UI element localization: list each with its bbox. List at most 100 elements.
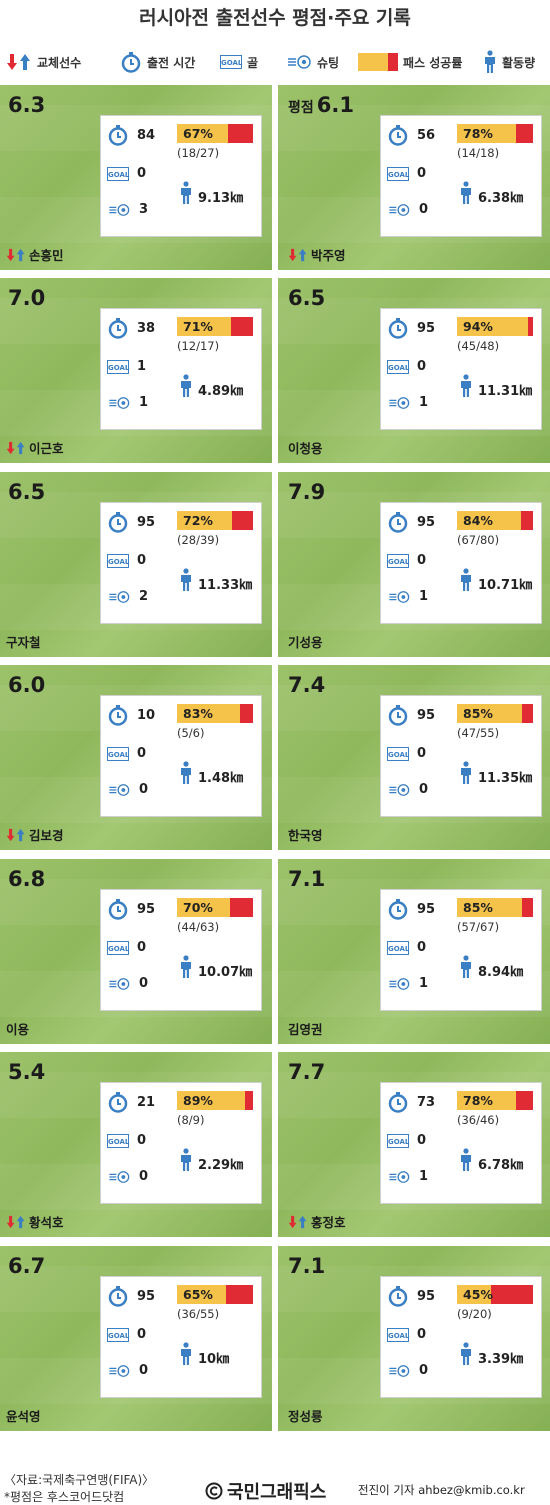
player-name-row: 윤석영 xyxy=(6,1406,41,1425)
stopwatch-icon xyxy=(108,125,128,146)
distance-value: 6.78㎞ xyxy=(478,1158,524,1173)
pass-rate-bar: 85% xyxy=(457,898,533,917)
player-name: 홍정호 xyxy=(311,1215,346,1230)
minutes-row: 95 xyxy=(387,704,435,726)
shooting-icon xyxy=(389,783,410,796)
shots-value: 1 xyxy=(419,589,429,604)
stopwatch-icon xyxy=(108,705,128,726)
player-rating: 7.0 xyxy=(8,286,45,310)
rating-value: 6.5 xyxy=(288,286,326,310)
goals-value: 0 xyxy=(417,746,427,761)
player-name-row: 기성용 xyxy=(288,632,323,651)
goal-icon: GOAL xyxy=(387,166,409,181)
distance-value: 10㎞ xyxy=(198,1352,230,1367)
stopwatch-icon xyxy=(108,512,128,533)
goals-row: GOAL 0 xyxy=(387,359,426,374)
shooting-icon xyxy=(389,1170,410,1183)
pass-count: (36/55) xyxy=(177,1307,220,1321)
pass-count: (14/18) xyxy=(457,146,500,160)
rating-value: 7.0 xyxy=(8,286,46,310)
pass-rate-bar: 67% xyxy=(177,124,253,143)
legend-distance-label: 활동량 xyxy=(502,55,536,70)
player-card: 6.5 95 72% (28/39) GOAL 0 2 11.33㎞ 구자철 xyxy=(0,472,272,657)
runner-icon xyxy=(461,1148,471,1171)
goals-row: GOAL 1 xyxy=(107,359,146,374)
player-name-row: 이근호 xyxy=(6,438,64,457)
goals-value: 0 xyxy=(417,359,427,374)
distance-row: 1.48㎞ xyxy=(179,758,243,788)
substitution-icon xyxy=(6,828,25,841)
player-name: 이근호 xyxy=(29,441,64,456)
pass-fail-fill xyxy=(226,1285,253,1304)
distance-value: 11.31㎞ xyxy=(478,384,533,399)
stats-box: 95 84% (67/80) GOAL 0 1 10.71㎞ xyxy=(380,502,542,624)
goal-icon: GOAL xyxy=(387,1133,409,1148)
pass-rate-bar: 65% xyxy=(177,1285,253,1304)
legend-goal: GOAL 골 xyxy=(220,50,258,74)
rating-value: 6.3 xyxy=(8,93,46,117)
goals-row: GOAL 0 xyxy=(387,746,426,761)
goals-value: 0 xyxy=(137,166,147,181)
runner-icon xyxy=(181,181,191,204)
goals-row: GOAL 0 xyxy=(387,1327,426,1342)
minutes-row: 10 xyxy=(107,704,155,726)
source-text: 〈자료:국제축구연맹(FIFA)〉 xyxy=(4,1473,155,1487)
goals-value: 0 xyxy=(137,940,147,955)
pass-success-fill xyxy=(457,1285,492,1304)
pass-rate-value: 72% xyxy=(183,513,213,528)
rating-value: 6.0 xyxy=(8,673,46,697)
pass-rate-bar: 94% xyxy=(457,317,533,336)
stopwatch-icon xyxy=(388,1092,408,1113)
pass-count: (45/48) xyxy=(457,339,500,353)
pass-rate-bar: 89% xyxy=(177,1091,253,1110)
player-name-row: 손흥민 xyxy=(6,245,64,264)
minutes-row: 21 xyxy=(107,1091,155,1113)
pass-count: (44/63) xyxy=(177,920,220,934)
goals-value: 0 xyxy=(417,166,427,181)
stats-box: 95 85% (47/55) GOAL 0 0 11.35㎞ xyxy=(380,695,542,817)
rating-value: 6.5 xyxy=(8,480,46,504)
minutes-value: 95 xyxy=(417,1288,436,1304)
legend: 교체선수 출전 시간 GOAL 골 슈팅 패스 성공률 활동량 xyxy=(0,42,550,82)
pass-rate-value: 84% xyxy=(463,513,493,528)
pass-rate-value: 85% xyxy=(463,706,493,721)
goals-value: 0 xyxy=(417,553,427,568)
player-name-row: 김보경 xyxy=(6,825,64,844)
shots-row: 0 xyxy=(387,202,428,217)
goal-icon: GOAL xyxy=(107,940,129,955)
pass-success-fill xyxy=(177,898,231,917)
stats-box: 95 65% (36/55) GOAL 0 0 10㎞ xyxy=(100,1276,262,1398)
rating-value: 7.7 xyxy=(288,1060,326,1084)
minutes-row: 95 xyxy=(387,1285,435,1307)
stopwatch-icon xyxy=(108,1092,128,1113)
pass-success-fill xyxy=(457,124,517,143)
pass-rate-value: 71% xyxy=(183,319,213,334)
player-name: 박주영 xyxy=(311,248,346,263)
rating-value: 7.9 xyxy=(288,480,326,504)
player-name-row: 김영권 xyxy=(288,1019,323,1038)
runner-icon xyxy=(461,374,471,397)
player-name-row: 구자철 xyxy=(6,632,41,651)
pass-rate-bar: 70% xyxy=(177,898,253,917)
legend-sub-label: 교체선수 xyxy=(37,55,82,70)
distance-row: 10.07㎞ xyxy=(179,952,252,982)
runner-icon xyxy=(461,761,471,784)
goal-icon: GOAL xyxy=(107,166,129,181)
player-rating: 7.7 xyxy=(288,1060,325,1084)
goal-icon: GOAL xyxy=(387,746,409,761)
shots-row: 0 xyxy=(387,1363,428,1378)
pass-rate-value: 67% xyxy=(183,126,213,141)
shots-value: 1 xyxy=(419,1169,429,1184)
distance-row: 11.33㎞ xyxy=(179,565,252,595)
distance-value: 10.07㎞ xyxy=(198,965,253,980)
shots-value: 1 xyxy=(139,395,149,410)
legend-distance: 활동량 xyxy=(483,50,535,74)
pass-success-fill xyxy=(177,511,232,530)
pass-success-fill xyxy=(457,704,522,723)
goals-value: 0 xyxy=(137,1327,147,1342)
legend-shoot-label: 슈팅 xyxy=(317,55,340,70)
player-card: 7.1 95 85% (57/67) GOAL 0 1 8.94㎞ 김영권 xyxy=(278,859,550,1044)
shots-row: 2 xyxy=(107,589,148,604)
minutes-row: 95 xyxy=(107,511,155,533)
legend-time-label: 출전 시간 xyxy=(147,55,196,70)
